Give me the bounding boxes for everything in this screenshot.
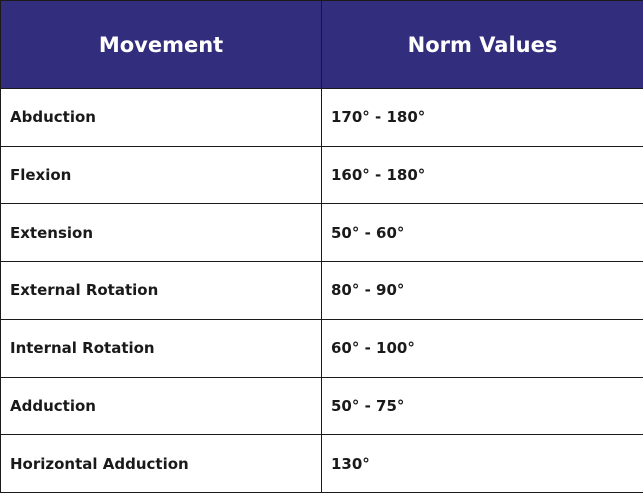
movement-cell: Abduction	[0, 88, 322, 147]
table-row: Adduction 50° - 75°	[0, 376, 643, 436]
norm-value-cell: 80° - 90°	[321, 261, 643, 320]
movement-cell: External Rotation	[0, 261, 322, 320]
movement-cell: Horizontal Adduction	[0, 434, 322, 493]
table-row: Flexion 160° - 180°	[0, 145, 643, 205]
norm-value-cell: 50° - 75°	[321, 376, 643, 436]
movement-cell: Extension	[0, 203, 322, 263]
norm-value-cell: 50° - 60°	[321, 203, 643, 263]
norm-value-cell: 160° - 180°	[321, 145, 643, 205]
table-header-row: Movement Norm Values	[0, 0, 643, 89]
table-row: External Rotation 80° - 90°	[0, 261, 643, 320]
norm-value-cell: 60° - 100°	[321, 318, 643, 378]
table-row: Internal Rotation 60° - 100°	[0, 318, 643, 378]
norm-value-cell: 130°	[321, 434, 643, 493]
table-row: Abduction 170° - 180°	[0, 88, 643, 147]
movement-cell: Flexion	[0, 145, 322, 205]
table-row: Horizontal Adduction 130°	[0, 434, 643, 493]
movement-cell: Internal Rotation	[0, 318, 322, 378]
norm-value-cell: 170° - 180°	[321, 88, 643, 147]
header-movement: Movement	[0, 0, 322, 89]
header-norm-values: Norm Values	[321, 0, 643, 89]
table-row: Extension 50° - 60°	[0, 203, 643, 263]
movement-cell: Adduction	[0, 376, 322, 436]
